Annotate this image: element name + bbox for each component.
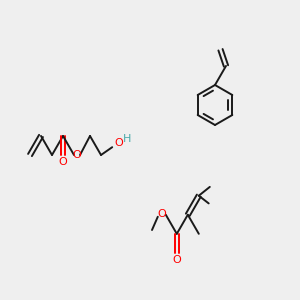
Text: O: O bbox=[73, 150, 81, 160]
Text: O: O bbox=[172, 254, 181, 265]
Text: O: O bbox=[58, 157, 68, 166]
Text: O: O bbox=[158, 209, 166, 219]
Text: O: O bbox=[115, 138, 124, 148]
Text: H: H bbox=[123, 134, 131, 144]
